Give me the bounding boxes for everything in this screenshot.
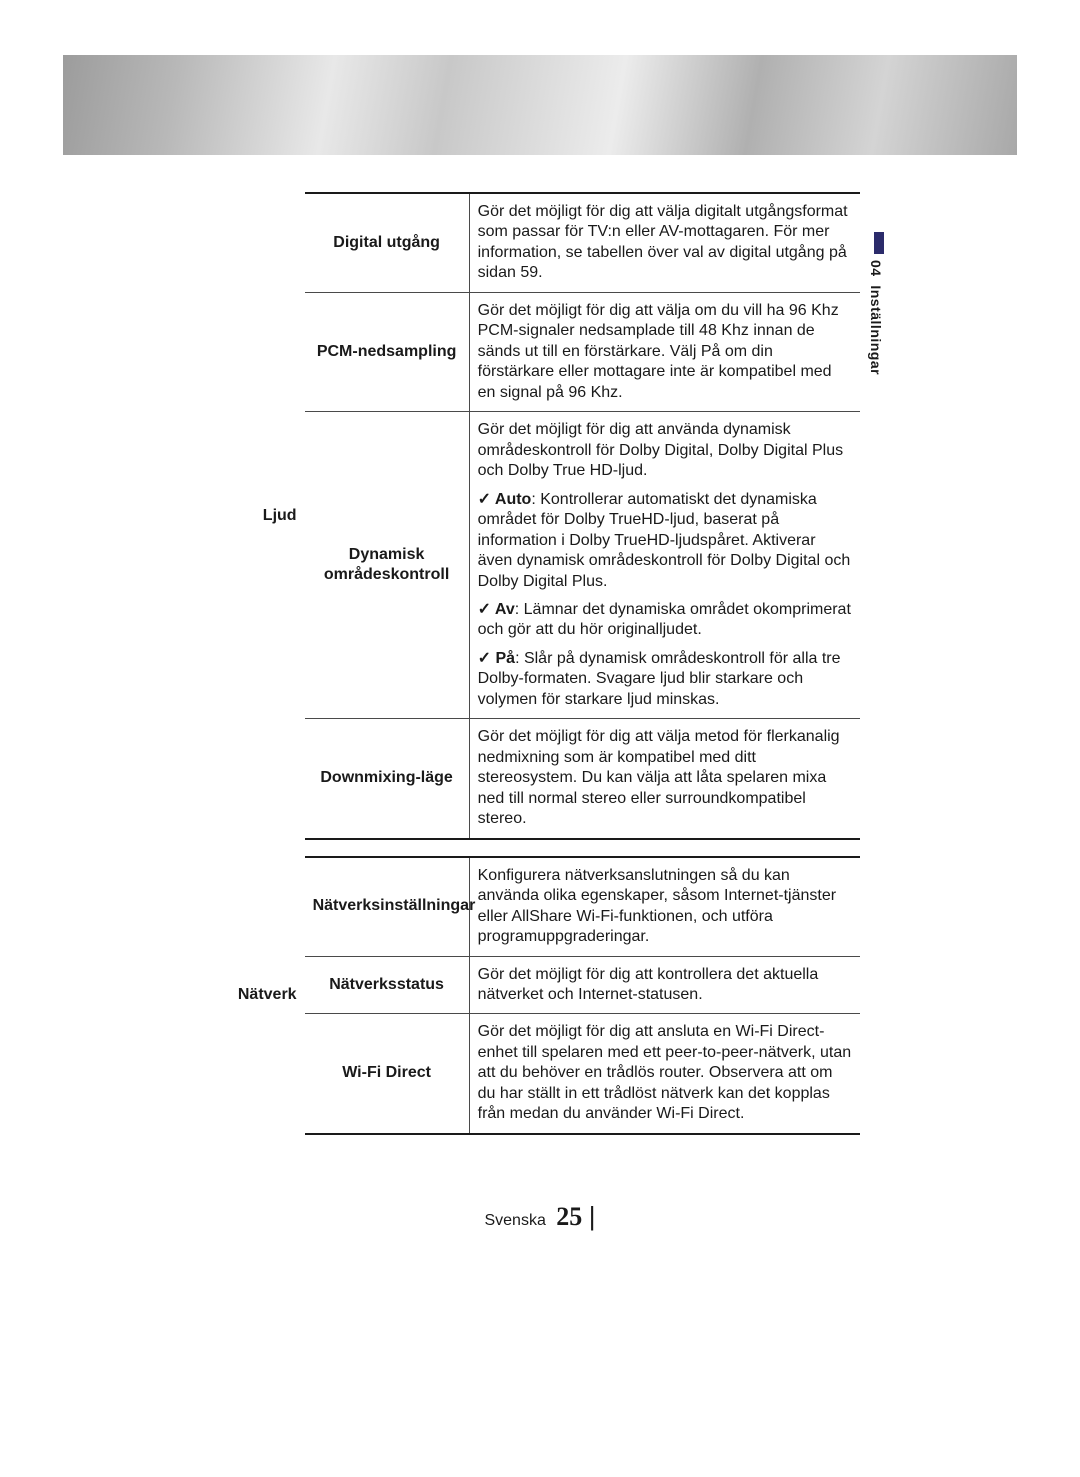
section-title: Inställningar [868, 285, 884, 375]
category-label: Nätverk [140, 857, 305, 1134]
option-label: På [495, 650, 515, 667]
option-label: Auto [495, 491, 531, 508]
option-pa: ✓ På: Slår på dynamisk områdeskontroll f… [478, 649, 852, 710]
setting-item-label: PCM-nedsampling [305, 292, 470, 411]
footer-page-number: 25 [556, 1202, 582, 1232]
setting-description: Konfigurera nätverksanslutningen så du k… [469, 857, 860, 956]
option-text: : Slår på dynamisk områdeskontroll för a… [478, 650, 841, 708]
setting-item-label: Dynamisk områdeskontroll [305, 412, 470, 719]
setting-item-label: Wi-Fi Direct [305, 1014, 470, 1134]
category-label: Ljud [140, 193, 305, 839]
table-gap [140, 840, 860, 856]
setting-item-label: Downmixing-läge [305, 719, 470, 839]
option-text: : Kontrollerar automatiskt det dynamiska… [478, 491, 851, 590]
setting-description: Gör det möjligt för dig att använda dyna… [469, 412, 860, 719]
setting-item-label: Digital utgång [305, 193, 470, 292]
check-icon: ✓ [478, 601, 495, 618]
option-text: : Lämnar det dynamiska området okomprime… [478, 601, 851, 638]
footer-pipe: | [589, 1201, 596, 1232]
settings-table-ljud: Ljud Digital utgång Gör det möjligt för … [140, 192, 860, 840]
description-intro: Gör det möjligt för dig att använda dyna… [478, 420, 852, 481]
setting-item-label: Nätverksstatus [305, 956, 470, 1014]
setting-description: Gör det möjligt för dig att välja metod … [469, 719, 860, 839]
check-icon: ✓ [478, 650, 496, 667]
setting-item-label: Nätverksinställningar [305, 857, 470, 956]
table-row: Ljud Digital utgång Gör det möjligt för … [140, 193, 860, 292]
option-auto: ✓ Auto: Kontrollerar automatiskt det dyn… [478, 490, 852, 592]
setting-description: Gör det möjligt för dig att välja digita… [469, 193, 860, 292]
table-row: Nätverk Nätverksinställningar Konfigurer… [140, 857, 860, 956]
section-tab: 04 Inställningar [868, 232, 892, 370]
option-label: Av [495, 601, 515, 618]
page-footer: Svenska 25 | [0, 1201, 1080, 1232]
section-tab-bar [874, 232, 884, 254]
section-tab-label: 04 Inställningar [868, 260, 884, 375]
check-icon: ✓ [478, 491, 495, 508]
setting-description: Gör det möjligt för dig att ansluta en W… [469, 1014, 860, 1134]
settings-table-natverk: Nätverk Nätverksinställningar Konfigurer… [140, 856, 860, 1135]
setting-description: Gör det möjligt för dig att kontrollera … [469, 956, 860, 1014]
header-banner [63, 55, 1017, 155]
manual-page: 04 Inställningar Ljud Digital utgång Gör… [0, 0, 1080, 1477]
option-av: ✓ Av: Lämnar det dynamiska området okomp… [478, 600, 852, 641]
settings-content: Ljud Digital utgång Gör det möjligt för … [140, 192, 860, 1135]
setting-description: Gör det möjligt för dig att välja om du … [469, 292, 860, 411]
section-number: 04 [868, 260, 884, 277]
footer-language: Svenska [484, 1212, 545, 1230]
